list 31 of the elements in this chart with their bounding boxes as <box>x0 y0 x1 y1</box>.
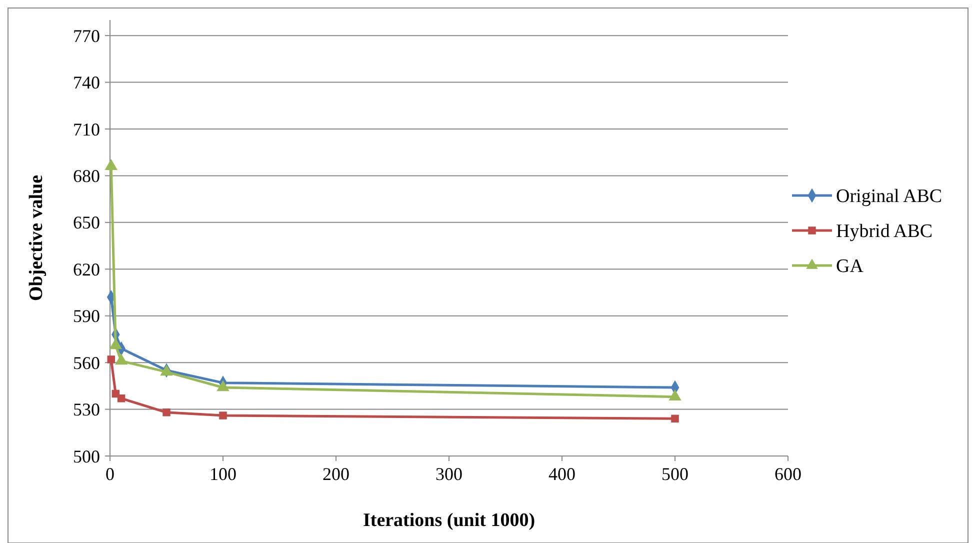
y-tick-label: 590 <box>73 306 100 326</box>
y-tick-label: 620 <box>73 259 100 280</box>
y-tick-label: 740 <box>73 72 100 93</box>
x-tick-label: 500 <box>662 464 688 484</box>
y-tick-label: 500 <box>73 446 100 466</box>
y-tick-label: 710 <box>73 119 100 140</box>
x-tick-label: 100 <box>210 464 236 484</box>
x-tick-label: 400 <box>548 464 576 484</box>
x-tick-label: 300 <box>436 464 462 484</box>
x-tick-label: 600 <box>774 464 802 484</box>
point <box>219 412 227 420</box>
y-axis-title: Objective value <box>26 174 47 302</box>
point <box>104 159 118 170</box>
y-tick-label: 650 <box>73 212 100 233</box>
x-tick-label: 200 <box>322 464 350 484</box>
point <box>114 354 128 365</box>
point <box>117 394 126 402</box>
legend-label: Original ABC <box>836 186 942 208</box>
y-tick-label: 530 <box>73 400 100 420</box>
point <box>109 338 122 350</box>
x-axis-title: Iterations (unit 1000) <box>362 510 536 531</box>
y-tick-label: 560 <box>73 352 100 373</box>
x-tick-label: 0 <box>106 464 114 484</box>
point <box>216 380 230 392</box>
legend-label: Hybrid ABC <box>836 221 933 242</box>
y-tick-label: 680 <box>73 166 100 186</box>
point <box>671 414 679 422</box>
point <box>107 356 116 364</box>
point <box>162 408 170 416</box>
legend-label: GA <box>836 256 864 278</box>
y-tick-label: 770 <box>73 26 100 46</box>
